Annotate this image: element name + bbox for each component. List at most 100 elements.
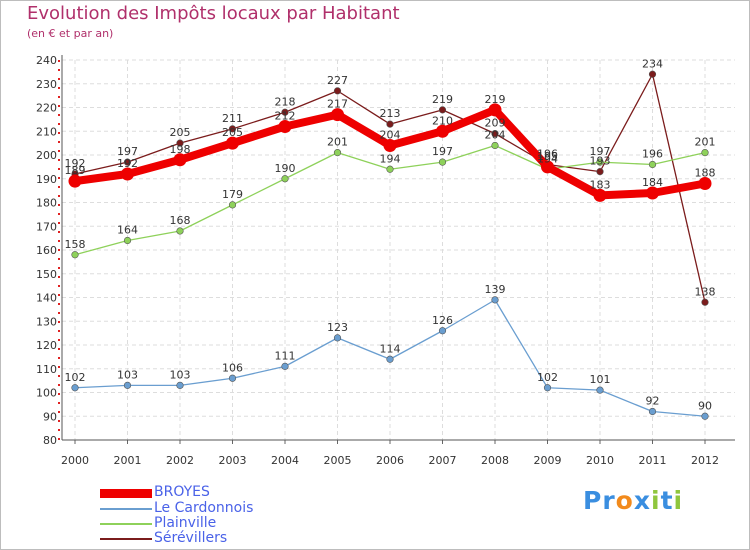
y-tick-label: 210 xyxy=(36,125,57,138)
data-label-broyes: 188 xyxy=(695,167,716,180)
legend-label-broyes: BROYES xyxy=(154,484,210,500)
legend-label-serevillers: Sérévillers xyxy=(154,530,228,546)
data-point-serevillers xyxy=(386,120,394,128)
data-point-plainville xyxy=(386,165,394,173)
data-label-serevillers: 192 xyxy=(65,157,86,170)
data-label-broyes: 192 xyxy=(117,157,138,170)
x-tick-label: 2012 xyxy=(691,454,719,467)
data-label-broyes: 198 xyxy=(170,143,191,156)
data-label-broyes: 210 xyxy=(432,114,453,127)
data-label-le-cardonnois: 102 xyxy=(537,371,558,384)
data-label-broyes: 183 xyxy=(590,178,611,191)
chart-title: Evolution des Impôts locaux par Habitant xyxy=(27,3,400,24)
data-point-serevillers xyxy=(438,106,447,114)
data-point-plainville xyxy=(176,227,184,235)
line-chart: 8090100110120130140150160170180190200210… xyxy=(36,54,735,467)
data-point-le-cardonnois xyxy=(438,327,447,335)
data-label-le-cardonnois: 114 xyxy=(380,342,401,355)
x-tick-label: 2011 xyxy=(639,454,667,467)
data-label-broyes: 204 xyxy=(380,129,401,142)
y-tick-label: 160 xyxy=(36,244,57,257)
legend-swatch-broyes xyxy=(100,488,152,498)
brand-letter: r xyxy=(602,486,616,515)
data-label-plainville: 194 xyxy=(537,152,558,165)
legend-label-plainville: Plainville xyxy=(154,515,217,531)
data-label-plainville: 168 xyxy=(170,214,191,227)
data-point-broyes xyxy=(383,139,397,152)
data-label-le-cardonnois: 139 xyxy=(485,283,506,296)
y-tick-label: 130 xyxy=(36,315,57,328)
data-point-plainville xyxy=(596,158,604,166)
data-point-plainville xyxy=(701,149,709,157)
data-point-plainville xyxy=(281,175,289,183)
data-label-le-cardonnois: 90 xyxy=(698,399,712,412)
data-point-serevillers xyxy=(596,168,604,176)
data-label-plainville: 196 xyxy=(642,148,663,161)
y-tick-label: 120 xyxy=(36,339,57,352)
data-label-serevillers: 234 xyxy=(642,57,663,70)
brand-letter: P xyxy=(583,486,603,515)
data-point-broyes xyxy=(278,120,292,133)
data-label-serevillers: 193 xyxy=(590,155,611,168)
data-point-serevillers xyxy=(648,70,657,78)
data-point-le-cardonnois xyxy=(648,407,657,416)
brand-letter: i xyxy=(651,486,661,515)
data-label-le-cardonnois: 103 xyxy=(170,368,191,381)
data-label-le-cardonnois: 106 xyxy=(222,361,243,374)
y-tick-label: 100 xyxy=(36,387,57,400)
data-point-broyes xyxy=(173,153,187,167)
data-label-plainville: 190 xyxy=(275,162,296,175)
y-tick-label: 230 xyxy=(36,78,57,91)
data-point-le-cardonnois xyxy=(176,381,184,389)
y-tick-label: 150 xyxy=(36,268,57,281)
data-label-serevillers: 213 xyxy=(380,107,401,120)
data-label-le-cardonnois: 103 xyxy=(117,368,138,381)
data-label-broyes: 195 xyxy=(537,150,558,163)
x-tick-label: 2003 xyxy=(219,454,247,467)
data-label-le-cardonnois: 126 xyxy=(432,314,453,327)
y-tick-label: 90 xyxy=(43,410,57,423)
data-point-serevillers xyxy=(281,108,289,116)
data-label-plainville: 194 xyxy=(380,152,401,165)
data-point-le-cardonnois xyxy=(491,296,499,304)
brand-letter: i xyxy=(673,486,684,515)
data-label-le-cardonnois: 102 xyxy=(65,371,86,384)
data-label-plainville: 158 xyxy=(65,238,86,251)
data-label-le-cardonnois: 101 xyxy=(590,373,611,386)
data-label-serevillers: 219 xyxy=(432,93,453,106)
legend-swatch-plainville xyxy=(100,522,152,525)
data-label-plainville: 164 xyxy=(117,224,138,237)
data-label-serevillers: 209 xyxy=(485,117,506,130)
data-label-plainville: 197 xyxy=(432,145,453,158)
data-label-serevillers: 211 xyxy=(222,112,243,125)
x-tick-label: 2008 xyxy=(481,454,509,467)
data-label-plainville: 197 xyxy=(590,145,611,158)
data-point-plainville xyxy=(491,141,499,150)
x-tick-label: 2009 xyxy=(534,454,562,467)
data-point-le-cardonnois xyxy=(333,334,342,342)
x-tick-label: 2007 xyxy=(429,454,457,467)
y-tick-label: 240 xyxy=(36,54,57,67)
data-point-serevillers xyxy=(123,158,132,166)
data-label-serevillers: 138 xyxy=(695,285,716,298)
data-point-broyes xyxy=(646,186,659,200)
y-tick-label: 190 xyxy=(36,173,57,186)
data-label-serevillers: 205 xyxy=(170,126,191,139)
data-point-broyes xyxy=(121,167,134,181)
data-point-serevillers xyxy=(228,125,237,133)
data-point-broyes xyxy=(488,103,502,117)
data-label-broyes: 212 xyxy=(275,110,296,123)
data-label-le-cardonnois: 123 xyxy=(327,321,348,334)
data-point-plainville xyxy=(438,158,447,166)
data-point-le-cardonnois xyxy=(543,384,552,392)
data-point-le-cardonnois xyxy=(123,381,132,389)
data-point-plainville xyxy=(71,251,79,259)
data-point-plainville xyxy=(123,236,132,245)
x-tick-label: 2010 xyxy=(586,454,614,467)
data-label-broyes: 205 xyxy=(222,126,243,139)
y-tick-label: 200 xyxy=(36,149,57,162)
x-tick-label: 2002 xyxy=(166,454,194,467)
data-label-le-cardonnois: 111 xyxy=(275,349,296,362)
data-point-serevillers xyxy=(491,130,499,138)
data-point-le-cardonnois xyxy=(71,384,79,392)
